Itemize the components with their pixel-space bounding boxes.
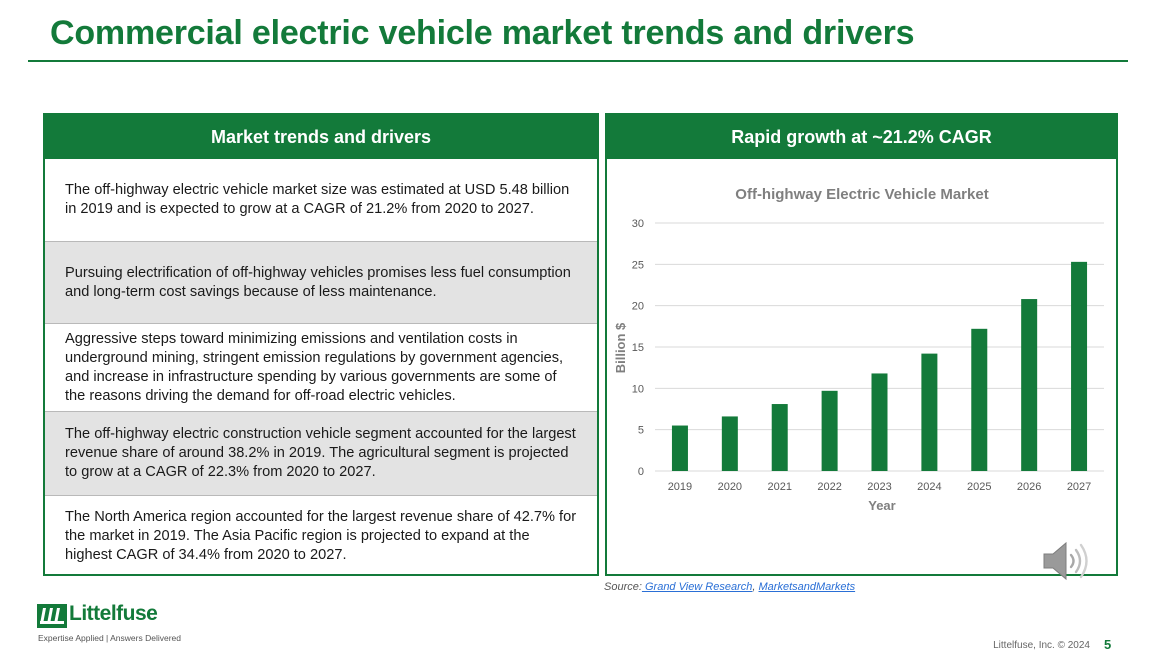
bar-2025 — [971, 328, 988, 471]
slide-title: Commercial electric vehicle market trend… — [50, 14, 915, 52]
trend-item-text: The off-highway electric construction ve… — [65, 426, 576, 480]
littelfuse-logo: Littelfuse Expertise Applied | Answers D… — [37, 602, 181, 643]
x-axis-ticks: 2019 2020 2021 2022 2023 2024 2025 2026 2027 — [668, 481, 1092, 493]
y-tick-label: 20 — [632, 301, 644, 313]
bar-2026 — [1021, 299, 1038, 471]
market-trends-panel: Market trends and drivers The off-highwa… — [43, 113, 599, 576]
market-bar-chart: Off-highway Electric Vehicle Market 0 5 10… — [613, 186, 1104, 513]
y-tick-label: 25 — [632, 259, 644, 271]
bar-2027 — [1071, 261, 1088, 471]
y-axis-ticks: 0 5 10 15 20 25 30 — [632, 218, 644, 478]
x-tick-label: 2023 — [867, 481, 891, 493]
chart-title: Off-highway Electric Vehicle Market — [735, 186, 988, 203]
x-tick-label: 2020 — [718, 481, 742, 493]
x-tick-label: 2019 — [668, 481, 692, 493]
logo-wordmark: Littelfuse — [69, 602, 158, 625]
trend-item: The off-highway electric construction ve… — [45, 411, 597, 495]
trend-item-text: Pursuing electrification of off-highway … — [65, 264, 571, 300]
bar-2020 — [721, 416, 738, 471]
bar-2021 — [771, 404, 788, 471]
trend-item: Pursuing electrification of off-highway … — [45, 241, 597, 323]
bar-2023 — [871, 373, 888, 471]
x-axis-label: Year — [868, 498, 895, 513]
title-divider — [28, 60, 1128, 62]
bar-2019 — [671, 425, 688, 471]
littelfuse-logo-icon — [37, 604, 67, 628]
x-tick-label: 2024 — [917, 481, 941, 493]
y-tick-label: 30 — [632, 218, 644, 230]
bar-2024 — [921, 353, 938, 471]
trend-item-text: The North America region accounted for t… — [65, 508, 577, 563]
trend-item-text: Aggressive steps toward minimizing emiss… — [65, 330, 564, 404]
source-link-grand-view[interactable]: Grand View Research — [641, 581, 753, 593]
growth-header: Rapid growth at ~21.2% CAGR — [607, 115, 1116, 159]
x-tick-label: 2026 — [1017, 481, 1041, 493]
x-tick-label: 2022 — [817, 481, 841, 493]
trend-item-text: The off-highway electric vehicle market … — [65, 182, 570, 217]
source-label: Source: — [604, 581, 642, 593]
y-axis-label: Billion $ — [613, 322, 628, 373]
source-separator: , — [752, 581, 759, 593]
y-tick-label: 15 — [632, 342, 644, 354]
footer-copyright: Littelfuse, Inc. © 2024 — [993, 640, 1090, 651]
y-tick-label: 5 — [638, 425, 644, 437]
trend-list: The off-highway electric vehicle market … — [45, 159, 597, 576]
speaker-icon[interactable] — [1040, 536, 1092, 586]
y-tick-label: 10 — [632, 383, 644, 395]
source-note: Source: Grand View Research, MarketsandM… — [604, 581, 855, 593]
trend-item: Aggressive steps toward minimizing emiss… — [45, 323, 597, 411]
growth-panel: Rapid growth at ~21.2% CAGR Off-highway … — [605, 113, 1118, 576]
y-tick-label: 0 — [638, 466, 644, 478]
chart-bars — [671, 261, 1088, 471]
x-tick-label: 2027 — [1067, 481, 1091, 493]
source-link-marketsandmarkets[interactable]: MarketsandMarkets — [758, 581, 856, 593]
trend-item: The North America region accounted for t… — [45, 495, 597, 576]
market-trends-header: Market trends and drivers — [45, 115, 597, 159]
page-number: 5 — [1104, 637, 1112, 652]
trend-item: The off-highway electric vehicle market … — [45, 159, 597, 241]
x-tick-label: 2021 — [767, 481, 791, 493]
bar-2022 — [821, 390, 838, 471]
logo-tagline: Expertise Applied | Answers Delivered — [38, 633, 182, 643]
x-tick-label: 2025 — [967, 481, 991, 493]
